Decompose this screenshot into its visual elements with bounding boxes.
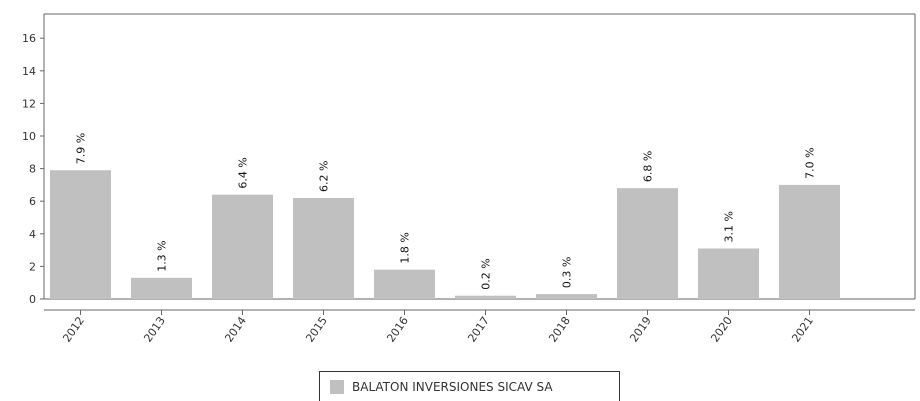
data-label: 0.3 % <box>561 257 574 288</box>
data-label: 6.2 % <box>318 160 331 191</box>
x-tick-label: 2017 <box>465 314 492 344</box>
bar <box>617 188 678 299</box>
bar <box>536 294 597 299</box>
bar <box>455 295 516 299</box>
data-label: 7.0 % <box>804 147 817 178</box>
y-tick-label: 6 <box>29 195 36 208</box>
data-label: 6.4 % <box>237 157 250 188</box>
bar <box>50 170 111 299</box>
y-tick-label: 16 <box>22 32 36 45</box>
bar <box>779 184 840 299</box>
legend-swatch <box>330 379 344 394</box>
x-tick-label: 2012 <box>60 314 87 344</box>
x-tick-label: 2016 <box>384 314 411 344</box>
y-tick-label: 0 <box>29 293 36 306</box>
x-tick-label: 2014 <box>222 314 249 344</box>
bar <box>698 248 759 299</box>
y-tick-label: 2 <box>29 260 36 273</box>
bar <box>374 269 435 299</box>
data-label: 1.3 % <box>156 240 169 271</box>
y-tick-label: 14 <box>22 65 36 78</box>
y-tick-label: 10 <box>22 130 36 143</box>
data-label: 7.9 % <box>75 133 88 164</box>
x-tick-label: 2019 <box>627 314 654 344</box>
y-tick-label: 12 <box>22 97 36 110</box>
bar <box>212 194 273 299</box>
legend: BALATON INVERSIONES SICAV SA <box>319 371 620 401</box>
bar <box>293 197 354 299</box>
x-tick-label: 2018 <box>546 314 573 344</box>
data-label: 1.8 % <box>399 232 412 263</box>
data-label: 6.8 % <box>642 151 655 182</box>
x-tick-label: 2021 <box>789 314 816 344</box>
x-tick-label: 2015 <box>303 314 330 344</box>
y-tick-label: 4 <box>29 228 36 241</box>
data-label: 0.2 % <box>480 258 493 289</box>
bar-chart: 0 2 4 6 8 10 12 14 16 2012 2013 2014 2015 2016 2017 20… <box>22 13 916 345</box>
legend-label: BALATON INVERSIONES SICAV SA <box>352 379 553 394</box>
bar <box>131 277 192 299</box>
y-tick-label: 8 <box>29 163 36 176</box>
x-tick-label: 2020 <box>708 314 735 344</box>
x-tick-label: 2013 <box>141 314 168 344</box>
data-label: 3.1 % <box>723 211 736 242</box>
